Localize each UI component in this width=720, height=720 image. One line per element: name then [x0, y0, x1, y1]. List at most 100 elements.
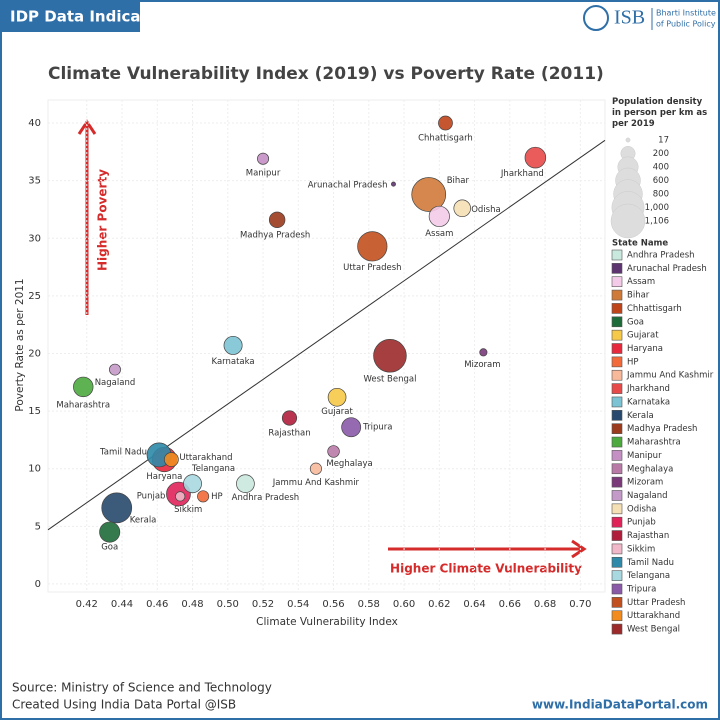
legend-swatch [611, 543, 623, 555]
x-tick-label: 0.64 [463, 599, 485, 610]
legend-label: Uttarakhand [627, 611, 680, 621]
x-tick-label: 0.52 [252, 599, 274, 610]
legend-swatch [611, 597, 623, 608]
point-label: Arunachal Pradesh [308, 181, 388, 191]
bubble [411, 177, 447, 212]
legend-swatch [611, 463, 623, 475]
bubble [327, 387, 347, 407]
x-arrow-head [571, 539, 587, 559]
legend-swatch [611, 263, 623, 274]
legend-label: Manipur [627, 451, 662, 461]
point-label: Nagaland [95, 378, 136, 388]
size-legend-label: 200 [653, 149, 669, 159]
bubble [268, 211, 286, 229]
logo: ISB Bharti Institute of Public Policy [583, 5, 716, 31]
bubble [524, 146, 547, 169]
point-label: HP [211, 492, 223, 502]
point-label: Uttarakhand [179, 453, 232, 463]
legend-label: Punjab [627, 518, 656, 528]
legend-swatch [611, 316, 623, 328]
bubble [223, 335, 243, 355]
y-tick-label: 15 [28, 406, 41, 417]
point-label: Uttar Pradesh [343, 263, 401, 273]
legend-label: Maharashtra [627, 438, 681, 448]
bubble [428, 205, 450, 227]
legend-label: Madhya Pradesh [627, 424, 697, 434]
size-legend-label: 1,000 [645, 203, 669, 213]
legend-label: Arunachal Pradesh [627, 264, 707, 274]
legend-label: Sikkim [627, 544, 655, 554]
size-legend-label: 17 [658, 136, 669, 146]
bubble [175, 491, 186, 502]
legend-swatch [611, 583, 623, 595]
logo-line1: Bharti Institute [656, 9, 716, 18]
legend-label: Nagaland [627, 491, 668, 501]
legend-label: Mizoram [627, 478, 663, 488]
x-tick-label: 0.62 [428, 599, 450, 610]
chart-title: Climate Vulnerability Index (2019) vs Po… [48, 64, 604, 84]
x-tick-label: 0.42 [76, 599, 98, 610]
point-label: Chhattisgarh [418, 134, 473, 144]
y-tick-label: 30 [28, 233, 41, 244]
point-label: Jharkhand [500, 169, 544, 179]
legend-label: Tamil Nadu [626, 558, 674, 568]
legend-swatch [611, 276, 623, 288]
x-tick-label: 0.60 [393, 599, 415, 610]
size-legend-bubble [610, 203, 646, 239]
bubble [101, 492, 133, 524]
y-tick-label: 40 [28, 118, 41, 129]
bubble [453, 199, 471, 218]
legend-label: Assam [627, 277, 655, 287]
legend-swatch [611, 570, 623, 581]
point-label: Manipur [246, 168, 281, 178]
bubble [341, 417, 362, 438]
x-tick-label: 0.44 [111, 599, 133, 610]
y-axis-label: Poverty Rate as per 2011 [14, 278, 26, 411]
point-label: Kerala [130, 515, 157, 525]
bubble [183, 474, 202, 494]
y-tick-label: 5 [35, 521, 41, 532]
legend-label: Bihar [627, 291, 650, 301]
size-legend-bubble [625, 137, 631, 143]
point-label: Goa [101, 543, 118, 553]
logo-name: ISB [614, 7, 645, 29]
point-label: Tripura [362, 423, 392, 433]
trend-line [47, 139, 606, 531]
legend-label: Karnataka [627, 397, 670, 407]
point-label: Andhra Pradesh [232, 493, 300, 503]
point-label: Meghalaya [326, 459, 372, 469]
legend-swatch [611, 556, 623, 568]
point-label: Jammu And Kashmir [272, 478, 360, 488]
point-label: Bihar [447, 176, 470, 186]
size-legend-label: 600 [653, 176, 669, 186]
x-tick-label: 0.56 [322, 599, 344, 610]
point-label: Odisha [471, 205, 500, 215]
y-tick-label: 25 [28, 291, 41, 302]
bubble [357, 231, 388, 262]
legend-swatch [611, 383, 623, 394]
legend-label: Odisha [627, 504, 656, 514]
header-tag: IDP Data Indicators [10, 8, 174, 26]
legend-label: Jharkhand [626, 384, 670, 394]
size-legend-label: 800 [653, 190, 669, 200]
x-axis-label: Climate Vulnerability Index [256, 616, 398, 628]
legend-swatch [611, 490, 623, 501]
legend-swatch [611, 356, 623, 368]
legend-swatch [611, 610, 623, 622]
legend-swatch [611, 476, 623, 488]
legend-swatch [611, 410, 623, 421]
legend-label: Chhattisgarh [627, 304, 682, 314]
legend-swatch [611, 450, 623, 461]
bubble [257, 152, 270, 165]
point-label: West Bengal [363, 374, 416, 384]
bubble [164, 452, 179, 467]
point-label: Mizoram [464, 360, 500, 370]
legend-label: Jammu And Kashmir [626, 371, 714, 381]
x-tick-label: 0.58 [358, 599, 380, 610]
bubble [109, 363, 121, 376]
url: www.IndiaDataPortal.com [532, 698, 708, 712]
point-label: Assam [425, 229, 453, 239]
legend-swatch [611, 396, 623, 408]
legend-swatch [611, 249, 623, 261]
